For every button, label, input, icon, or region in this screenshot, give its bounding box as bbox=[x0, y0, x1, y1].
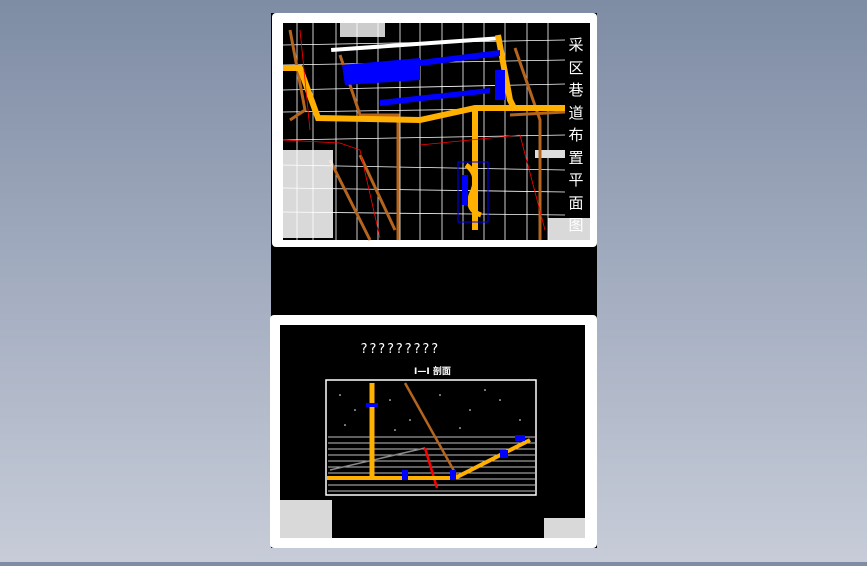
section-equipment bbox=[366, 403, 525, 480]
red-fault bbox=[423, 447, 439, 489]
header-table bbox=[340, 23, 385, 37]
brown-incline bbox=[403, 382, 460, 479]
section-frame bbox=[325, 379, 537, 496]
sheet-1-plan-view[interactable] bbox=[272, 13, 597, 247]
legend-table bbox=[280, 500, 332, 538]
section-label: I—I 剖面 bbox=[414, 367, 451, 377]
equipment-frame bbox=[457, 161, 489, 223]
equipment-layout bbox=[342, 50, 505, 205]
legend-table bbox=[283, 150, 333, 238]
hatched-boundary bbox=[331, 36, 501, 52]
sheet-2-title: ????????? bbox=[360, 342, 440, 357]
sheet-1-title: 采区巷道布置平面图 bbox=[568, 36, 584, 234]
secondary-roadways bbox=[288, 29, 566, 241]
sheet-2-section-view[interactable] bbox=[270, 315, 597, 548]
gray-line bbox=[329, 447, 426, 471]
hatched-fault bbox=[535, 150, 565, 158]
title-block bbox=[544, 518, 585, 538]
boundary-lines bbox=[282, 29, 546, 239]
shaft-bend bbox=[464, 162, 482, 218]
title-block bbox=[548, 218, 590, 240]
rock-stipple bbox=[339, 389, 521, 431]
